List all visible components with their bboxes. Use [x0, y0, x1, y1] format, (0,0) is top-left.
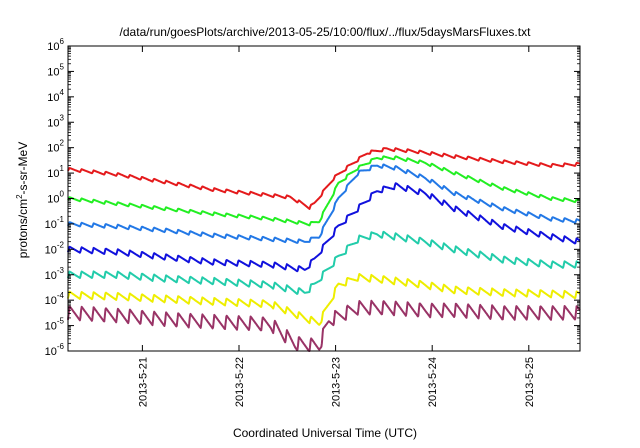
series-line — [67, 299, 581, 352]
y-axis-label: protons/cm2-s-sr-MeV — [15, 142, 30, 258]
y-tick-label: 10-4 — [45, 291, 65, 307]
series-line — [67, 273, 581, 326]
plot-frame — [67, 45, 581, 352]
y-tick-label: 103 — [47, 113, 64, 129]
x-tick-label: 2013-5-24 — [427, 357, 439, 407]
x-tick-label: 2013-5-23 — [331, 357, 343, 407]
y-tick-label: 106 — [47, 37, 64, 53]
series-line — [67, 182, 581, 273]
y-tick-label: 102 — [47, 139, 64, 155]
series-line — [67, 163, 581, 244]
y-tick-label: 10-1 — [45, 215, 65, 231]
chart-title: /data/run/goesPlots/archive/2013-05-25/1… — [120, 25, 532, 39]
series-layer — [67, 147, 581, 352]
y-tick-label: 105 — [47, 62, 64, 78]
series-line — [67, 230, 581, 295]
series-line — [67, 147, 581, 210]
y-tick-label: 104 — [47, 88, 64, 104]
x-axis-ticks: 2013-5-21 2013-5-22 2013-5-23 2013-5-24 2013… — [137, 46, 536, 407]
y-tick-label: 10-6 — [45, 342, 65, 358]
y-tick-label: 10-2 — [45, 240, 65, 256]
series-line — [67, 155, 581, 227]
y-tick-label: 10-5 — [45, 317, 65, 333]
y-tick-label: 10-3 — [45, 266, 65, 282]
x-tick-label: 2013-5-21 — [137, 357, 149, 407]
x-tick-label: 2013-5-22 — [234, 357, 246, 407]
y-tick-label: 101 — [47, 164, 64, 180]
y-tick-label: 100 — [47, 190, 64, 206]
x-axis-label: Coordinated Universal Time (UTC) — [233, 426, 417, 440]
x-tick-label: 2013-5-25 — [524, 357, 536, 407]
y-axis-ticks: 106 105 104 103 102 101 100 10-1 10-2 10-3 10-4 10-… — [45, 37, 580, 358]
